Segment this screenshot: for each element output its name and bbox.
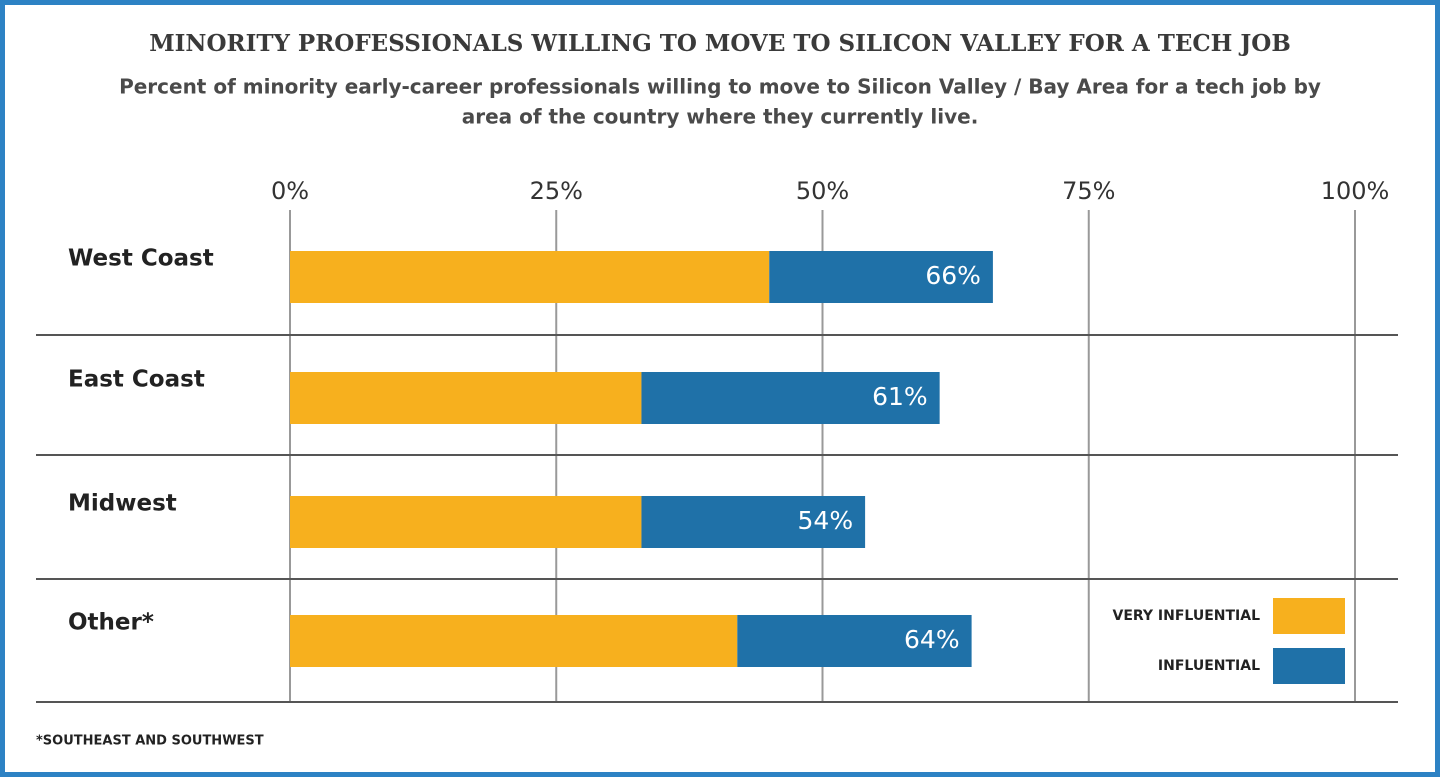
bar-segment: [769, 251, 993, 303]
legend-swatch: [1273, 598, 1345, 634]
x-tick-label: 0%: [271, 177, 309, 205]
legend-label: INFLUENTIAL: [1158, 658, 1260, 674]
x-tick-label: 75%: [1062, 177, 1115, 205]
bar-segment: [641, 372, 940, 424]
bar-segment: [290, 372, 642, 424]
bar-segment: [641, 496, 866, 548]
bar-segment: [290, 615, 738, 667]
bar-segment: [290, 251, 770, 303]
category-label: Midwest: [68, 491, 177, 517]
footnote: *SOUTHEAST AND SOUTHWEST: [36, 734, 264, 749]
x-tick-label: 50%: [796, 177, 849, 205]
subtitle: Percent of minority early-career profess…: [119, 75, 1321, 99]
total-label: 64%: [904, 625, 960, 654]
total-label: 66%: [925, 261, 981, 290]
x-tick-label: 25%: [530, 177, 583, 205]
legend-swatch: [1273, 648, 1345, 684]
bar-segment: [737, 615, 972, 667]
category-label: Other*: [68, 610, 154, 636]
total-label: 61%: [872, 382, 928, 411]
legend-label: VERY INFLUENTIAL: [1113, 608, 1261, 624]
bar-segment: [290, 496, 642, 548]
subtitle: area of the country where they currently…: [462, 105, 979, 129]
category-label: West Coast: [68, 246, 214, 272]
chart-title: MINORITY PROFESSIONALS WILLING TO MOVE T…: [149, 30, 1291, 57]
category-label: East Coast: [68, 367, 205, 393]
total-label: 54%: [798, 506, 854, 535]
x-tick-label: 100%: [1321, 177, 1390, 205]
